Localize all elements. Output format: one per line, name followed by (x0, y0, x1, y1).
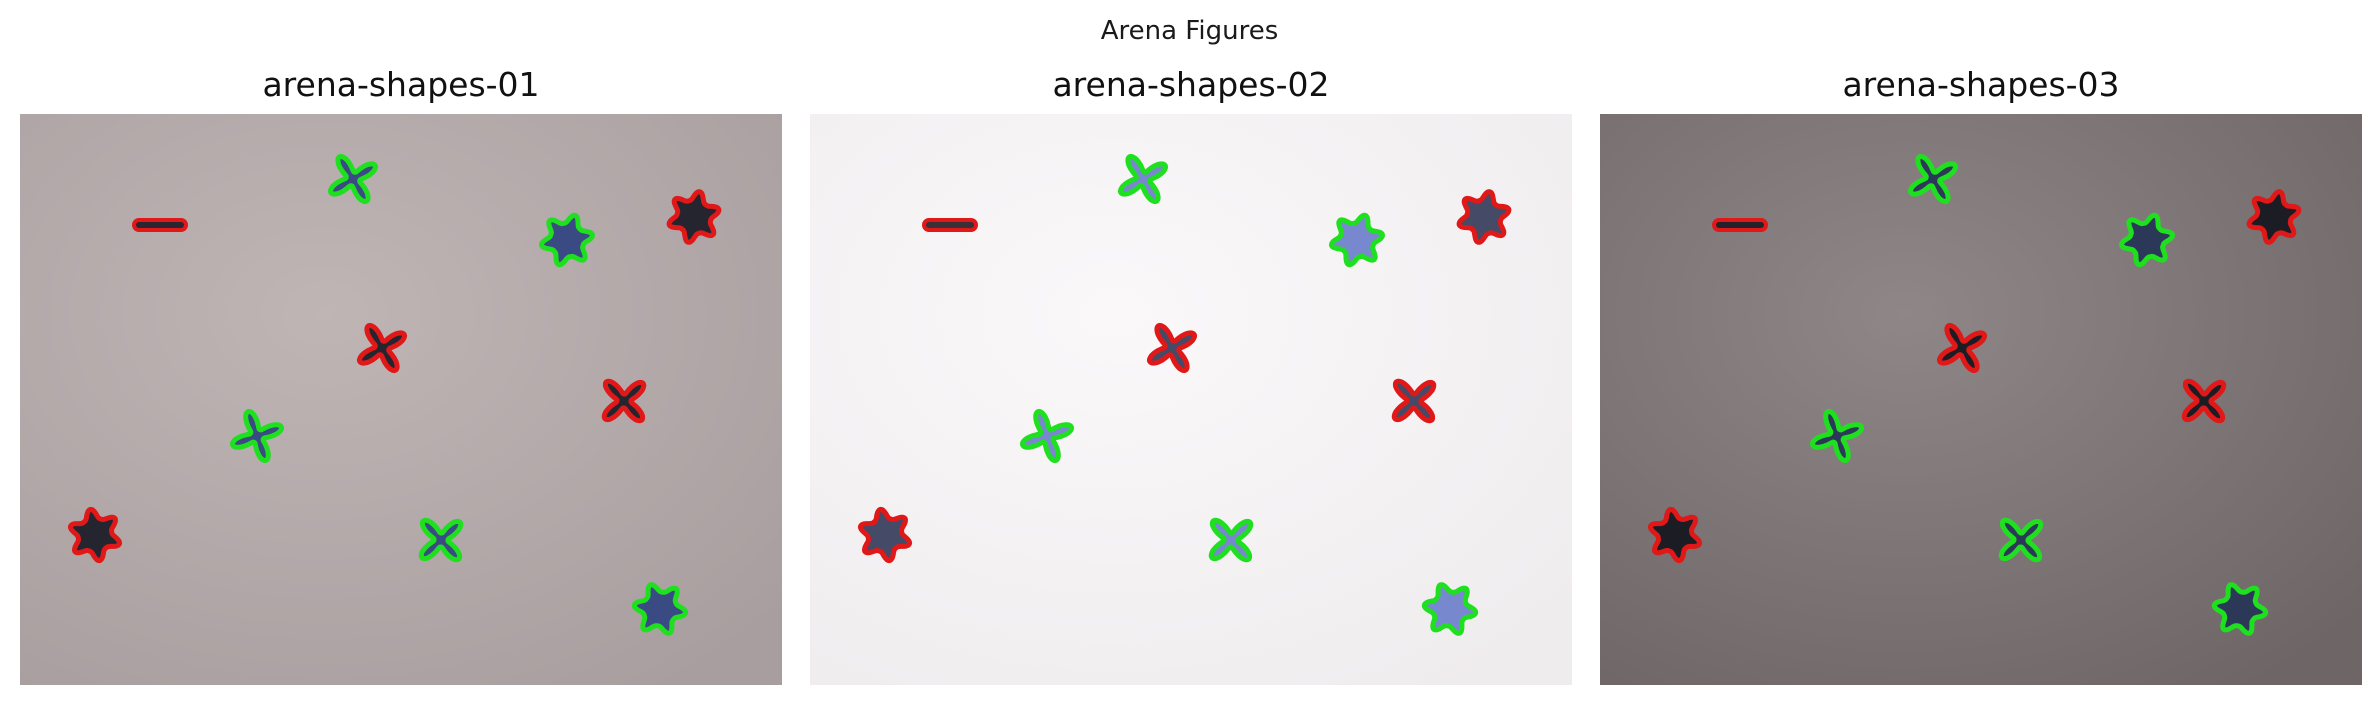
plus-shape-red-outline (1391, 378, 1437, 424)
gear-shape-red-outline (1647, 506, 1703, 564)
plus-shape-green-outline (1019, 408, 1075, 464)
plus-shape-green-outline (1117, 153, 1169, 205)
gear-shape-red-outline (1456, 189, 1512, 245)
plus-shape-red-outline (1146, 322, 1198, 374)
panel-title: arena-shapes-03 (1842, 65, 2120, 104)
panel-title: arena-shapes-02 (1052, 65, 1330, 104)
bar-shape-red-outline (132, 218, 188, 232)
gear-shape-green-outline (631, 582, 689, 636)
gear-shape-green-outline (539, 212, 595, 268)
plus-shape-green-outline (327, 153, 379, 205)
panel-3: arena-shapes-03 (1600, 60, 2362, 685)
gear-shape-red-outline (67, 506, 123, 564)
gear-shape-green-outline (1421, 582, 1479, 636)
plus-shape-green-outline (1208, 517, 1254, 563)
plus-shape-green-outline (418, 517, 464, 563)
panel-title: arena-shapes-01 (262, 65, 540, 104)
gear-shape-green-outline (2211, 582, 2269, 636)
plus-shape-green-outline (1998, 517, 2044, 563)
arena-image (20, 114, 782, 685)
plus-shape-green-outline (1907, 153, 1959, 205)
gear-shape-green-outline (1329, 212, 1385, 268)
plus-shape-red-outline (356, 322, 408, 374)
panel-2: arena-shapes-02 (810, 60, 1572, 685)
plus-shape-red-outline (601, 378, 647, 424)
plus-shape-red-outline (2181, 378, 2227, 424)
gear-shape-red-outline (2246, 189, 2302, 245)
bar-shape-red-outline (922, 218, 978, 232)
figure-title: Arena Figures (1100, 16, 1279, 46)
plus-shape-red-outline (1936, 322, 1988, 374)
gear-shape-red-outline (857, 506, 913, 564)
arena-image (1600, 114, 2362, 685)
bar-shape-red-outline (1712, 218, 1768, 232)
plus-shape-green-outline (1809, 408, 1865, 464)
arena-image (810, 114, 1572, 685)
panel-1: arena-shapes-01 (20, 60, 782, 685)
gear-shape-red-outline (666, 189, 722, 245)
gear-shape-green-outline (2119, 212, 2175, 268)
plus-shape-green-outline (229, 408, 285, 464)
